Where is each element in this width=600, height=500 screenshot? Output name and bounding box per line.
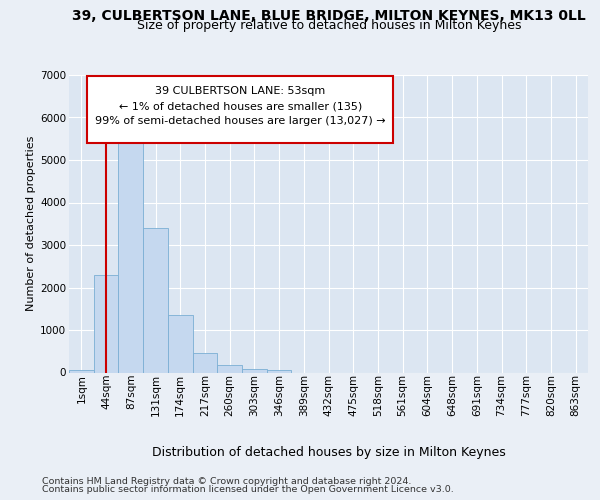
Bar [143,228,168,372]
Bar [217,365,242,372]
Bar [193,354,217,372]
Text: ← 1% of detached houses are smaller (135): ← 1% of detached houses are smaller (135… [119,101,362,111]
Bar [267,370,292,372]
Bar [168,315,193,372]
Bar [94,275,118,372]
FancyBboxPatch shape [87,76,394,144]
Y-axis label: Number of detached properties: Number of detached properties [26,136,36,312]
Text: 99% of semi-detached houses are larger (13,027) →: 99% of semi-detached houses are larger (… [95,116,386,126]
Text: 39 CULBERTSON LANE: 53sqm: 39 CULBERTSON LANE: 53sqm [155,86,325,97]
Text: Contains HM Land Registry data © Crown copyright and database right 2024.: Contains HM Land Registry data © Crown c… [42,476,412,486]
Text: Size of property relative to detached houses in Milton Keynes: Size of property relative to detached ho… [137,20,521,32]
Bar [69,370,94,372]
Bar [118,141,143,372]
Text: 39, CULBERTSON LANE, BLUE BRIDGE, MILTON KEYNES, MK13 0LL: 39, CULBERTSON LANE, BLUE BRIDGE, MILTON… [72,9,586,23]
Text: Distribution of detached houses by size in Milton Keynes: Distribution of detached houses by size … [152,446,506,459]
Bar [242,368,267,372]
Text: Contains public sector information licensed under the Open Government Licence v3: Contains public sector information licen… [42,486,454,494]
